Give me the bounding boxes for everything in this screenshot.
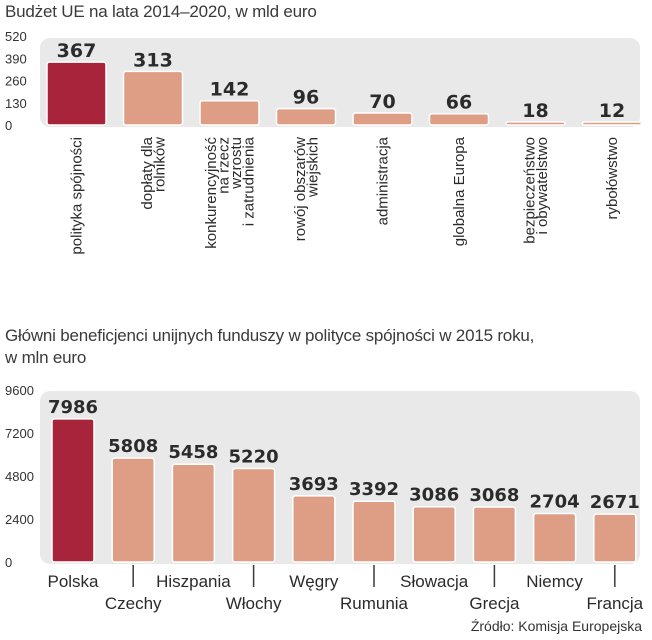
chart1-value-label: 96: [293, 87, 319, 109]
chart1-category-line: wiejskich: [304, 137, 321, 198]
chart2-value-label: 3086: [409, 485, 459, 506]
chart1-title: Budżet UE na lata 2014–2020, w mld euro: [5, 2, 317, 21]
source-note: Źródło: Komisja Europejska: [470, 618, 642, 634]
chart2-value-label: 3068: [469, 485, 519, 506]
chart2-category-label: Hiszpania: [156, 572, 231, 591]
chart1-value-label: 12: [599, 100, 625, 122]
chart1-category-label: globalna Europa: [451, 136, 468, 246]
chart2-value-label: 2704: [530, 492, 580, 513]
chart1-category-label: administracja: [375, 136, 392, 225]
chart1-bar: [199, 99, 260, 126]
chart1-value-label: 18: [522, 100, 548, 122]
chart2-ytick: 7200: [5, 426, 34, 441]
chart2-category-label: Polska: [47, 572, 99, 591]
chart1-value-label: 367: [57, 40, 97, 62]
chart1-ytick: 390: [5, 51, 27, 66]
chart1-bar: [505, 121, 566, 126]
chart1-category-line: rowój obszarów: [292, 137, 309, 241]
chart1-bar: [428, 112, 490, 126]
chart1-category-line: dopłaty dla: [139, 136, 156, 209]
chart1-category-label: rybołówstwo: [604, 137, 621, 220]
chart2-ytick: 2400: [5, 512, 34, 527]
chart2-bar: [472, 506, 517, 563]
chart1-ytick: 520: [5, 29, 27, 44]
chart1-budget: 520 390 260 130 0 367 polityka spójności 313 dop…: [5, 29, 643, 255]
chart1-bar: [352, 112, 413, 126]
chart2-bar: [292, 495, 336, 563]
chart1-category-line: rybołówstwo: [604, 137, 621, 220]
chart1-value-label: 66: [446, 92, 472, 114]
chart2-bar: [171, 463, 216, 563]
chart2-value-label: 5220: [229, 446, 279, 467]
chart2-value-label: 3693: [289, 474, 339, 495]
chart1-category-line: na rzecz: [215, 137, 232, 194]
chart2-ytick: 9600: [5, 383, 34, 398]
chart2-bar: [51, 418, 95, 563]
chart1-ytick: 0: [5, 118, 12, 133]
chart2-bar: [352, 500, 396, 563]
chart2-title: Główni beneficjenci unijnych funduszy w …: [5, 326, 535, 345]
chart1-bar: [581, 121, 643, 126]
chart1-value-label: 142: [210, 79, 250, 101]
chart2-bar: [231, 467, 276, 563]
chart1-category-line: polityka spójności: [69, 137, 86, 255]
chart2-bar: [532, 512, 577, 563]
chart2-category-label: Grecja: [469, 594, 520, 613]
chart1-plot-band: [40, 38, 640, 127]
chart2-bar: [412, 505, 456, 563]
chart2-value-label: 3392: [349, 479, 399, 500]
chart1-category-line: globalna Europa: [451, 136, 468, 246]
chart2-ytick: 0: [5, 555, 12, 570]
chart2-bar: [111, 457, 155, 563]
chart2-category-label: Węgry: [289, 572, 339, 591]
chart2-value-label: 2671: [590, 492, 640, 513]
chart1-value-label: 70: [369, 91, 395, 113]
chart1-ytick: 130: [5, 96, 27, 111]
chart2-category-label: Rumunia: [340, 594, 409, 613]
chart2-value-label: 7986: [48, 397, 98, 418]
chart1-category-line: wzrostu: [228, 137, 245, 190]
chart1-category-label: polityka spójności: [69, 137, 86, 255]
chart2-ytick: 4800: [5, 469, 34, 484]
chart2-category-label: Czechy: [105, 594, 162, 613]
chart1-category-line: administracja: [375, 136, 392, 225]
chart2-category-label: Włochy: [226, 594, 282, 613]
chart1-category-line: bezpieczeństwo: [521, 137, 538, 244]
chart1-bar: [275, 107, 337, 126]
chart2-category-label: Francja: [586, 594, 643, 613]
chart1-category-line: i obywatelstwo: [534, 137, 551, 235]
chart1-bar: [46, 61, 107, 126]
chart1-category-line: i zatrudnienia: [240, 136, 257, 226]
chart1-ytick: 260: [5, 74, 27, 89]
chart1-value-label: 313: [133, 49, 173, 71]
chart2-subtitle: w mln euro: [5, 348, 87, 367]
chart1-category-line: konkurencyjność: [203, 137, 220, 249]
chart2-category-label: Słowacja: [400, 572, 469, 591]
chart2-value-label: 5808: [108, 436, 158, 457]
chart2-bar: [593, 513, 637, 563]
chart1-category-line: rolników: [151, 137, 168, 192]
chart2-category-label: Niemcy: [526, 572, 583, 591]
chart2-value-label: 5458: [168, 442, 218, 463]
chart1-bar: [122, 70, 184, 126]
